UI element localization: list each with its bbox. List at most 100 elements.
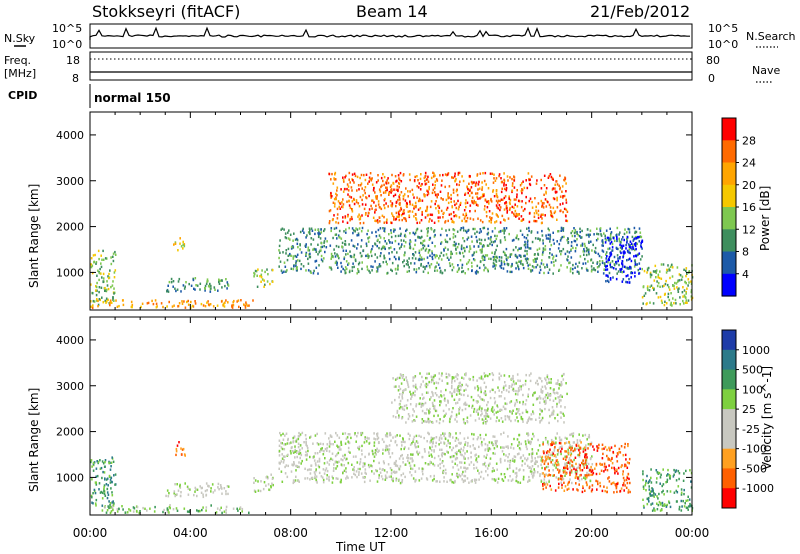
echo-cell (354, 433, 356, 436)
echo-cell (492, 452, 494, 455)
echo-cell (344, 453, 346, 457)
echo-cell (601, 261, 604, 265)
echo-cell (536, 397, 538, 400)
echo-cell (541, 253, 544, 256)
echo-cell (624, 463, 626, 466)
echo-cell (401, 212, 404, 216)
echo-cell (560, 452, 562, 456)
echo-cell (493, 195, 496, 198)
echo-cell (401, 376, 404, 380)
echo-cell (565, 215, 567, 218)
echo-cell (162, 510, 164, 514)
echo-cell (421, 375, 423, 379)
echo-cell (525, 373, 527, 377)
echo-cell (519, 184, 522, 187)
echo-cell (515, 471, 518, 475)
echo-cell (374, 211, 376, 214)
echo-cell (428, 432, 430, 436)
echo-cell (598, 472, 601, 475)
echo-cell (395, 272, 398, 275)
echo-cell (427, 251, 430, 254)
echo-cell (337, 200, 340, 203)
echo-cell (296, 455, 298, 459)
echo-cell (448, 228, 451, 232)
echo-cell (513, 389, 515, 392)
echo-cell (373, 432, 375, 435)
echo-cell (499, 221, 502, 224)
echo-cell (626, 281, 629, 284)
echo-cell (634, 271, 636, 274)
echo-cell (470, 235, 473, 238)
echo-cell (173, 490, 176, 493)
echo-cell (494, 391, 496, 394)
echo-cell (409, 443, 412, 446)
echo-cell (286, 269, 288, 272)
echo-cell (244, 304, 247, 307)
echo-cell (281, 227, 284, 230)
echo-cell (260, 280, 262, 283)
echo-cell (451, 219, 454, 223)
echo-cell (416, 387, 418, 391)
echo-cell (357, 446, 359, 449)
echo-cell (544, 214, 546, 217)
echo-cell (405, 204, 408, 207)
echo-cell (237, 299, 240, 302)
echo-cell (446, 376, 449, 379)
echo-cell (544, 468, 546, 471)
echo-cell (390, 246, 392, 249)
echo-cell (401, 407, 404, 411)
echo-cell (583, 476, 585, 479)
echo-cell (475, 410, 478, 413)
echo-cell (206, 301, 208, 304)
echo-cell (364, 213, 367, 216)
echo-cell (465, 383, 468, 386)
echo-cell (95, 475, 97, 478)
echo-cell (294, 440, 297, 443)
echo-cell (334, 440, 336, 443)
echo-cell (180, 447, 182, 450)
echo-cell (375, 235, 378, 238)
echo-cell (582, 485, 584, 488)
echo-cell (572, 488, 574, 491)
echo-cell (288, 442, 291, 445)
echo-cell (518, 408, 520, 411)
echo-cell (289, 449, 292, 453)
echo-cell (586, 483, 588, 486)
echo-cell (494, 479, 497, 482)
echo-cell (536, 379, 538, 383)
echo-cell (332, 477, 334, 480)
echo-cell (361, 214, 363, 217)
echo-cell (324, 469, 327, 472)
echo-cell (542, 251, 544, 254)
echo-cell (310, 435, 312, 438)
echo-cell (396, 251, 398, 254)
echo-cell (237, 509, 239, 512)
echo-cell (664, 300, 666, 303)
echo-cell (358, 188, 360, 191)
echo-cell (281, 271, 284, 274)
echo-cell (530, 441, 532, 444)
echo-cell (109, 511, 112, 515)
echo-cell (395, 257, 397, 261)
echo-cell (521, 459, 524, 463)
echo-cell (483, 194, 485, 197)
echo-cell (176, 444, 179, 447)
echo-cell (509, 176, 511, 179)
echo-cell (614, 469, 616, 473)
echo-cell (455, 445, 457, 448)
echo-cell (404, 241, 407, 244)
echo-cell (92, 299, 95, 303)
echo-cell (104, 299, 107, 303)
echo-cell (424, 249, 427, 252)
echo-cell (566, 392, 568, 396)
echo-cell (481, 407, 483, 410)
echo-cell (471, 432, 473, 436)
echo-cell (647, 266, 650, 270)
echo-cell (556, 199, 558, 202)
echo-cell (523, 186, 526, 190)
echo-cell (623, 238, 625, 242)
echo-cell (475, 235, 478, 239)
echo-cell (411, 395, 413, 398)
echo-cell (403, 447, 405, 451)
echo-cell (431, 445, 434, 448)
